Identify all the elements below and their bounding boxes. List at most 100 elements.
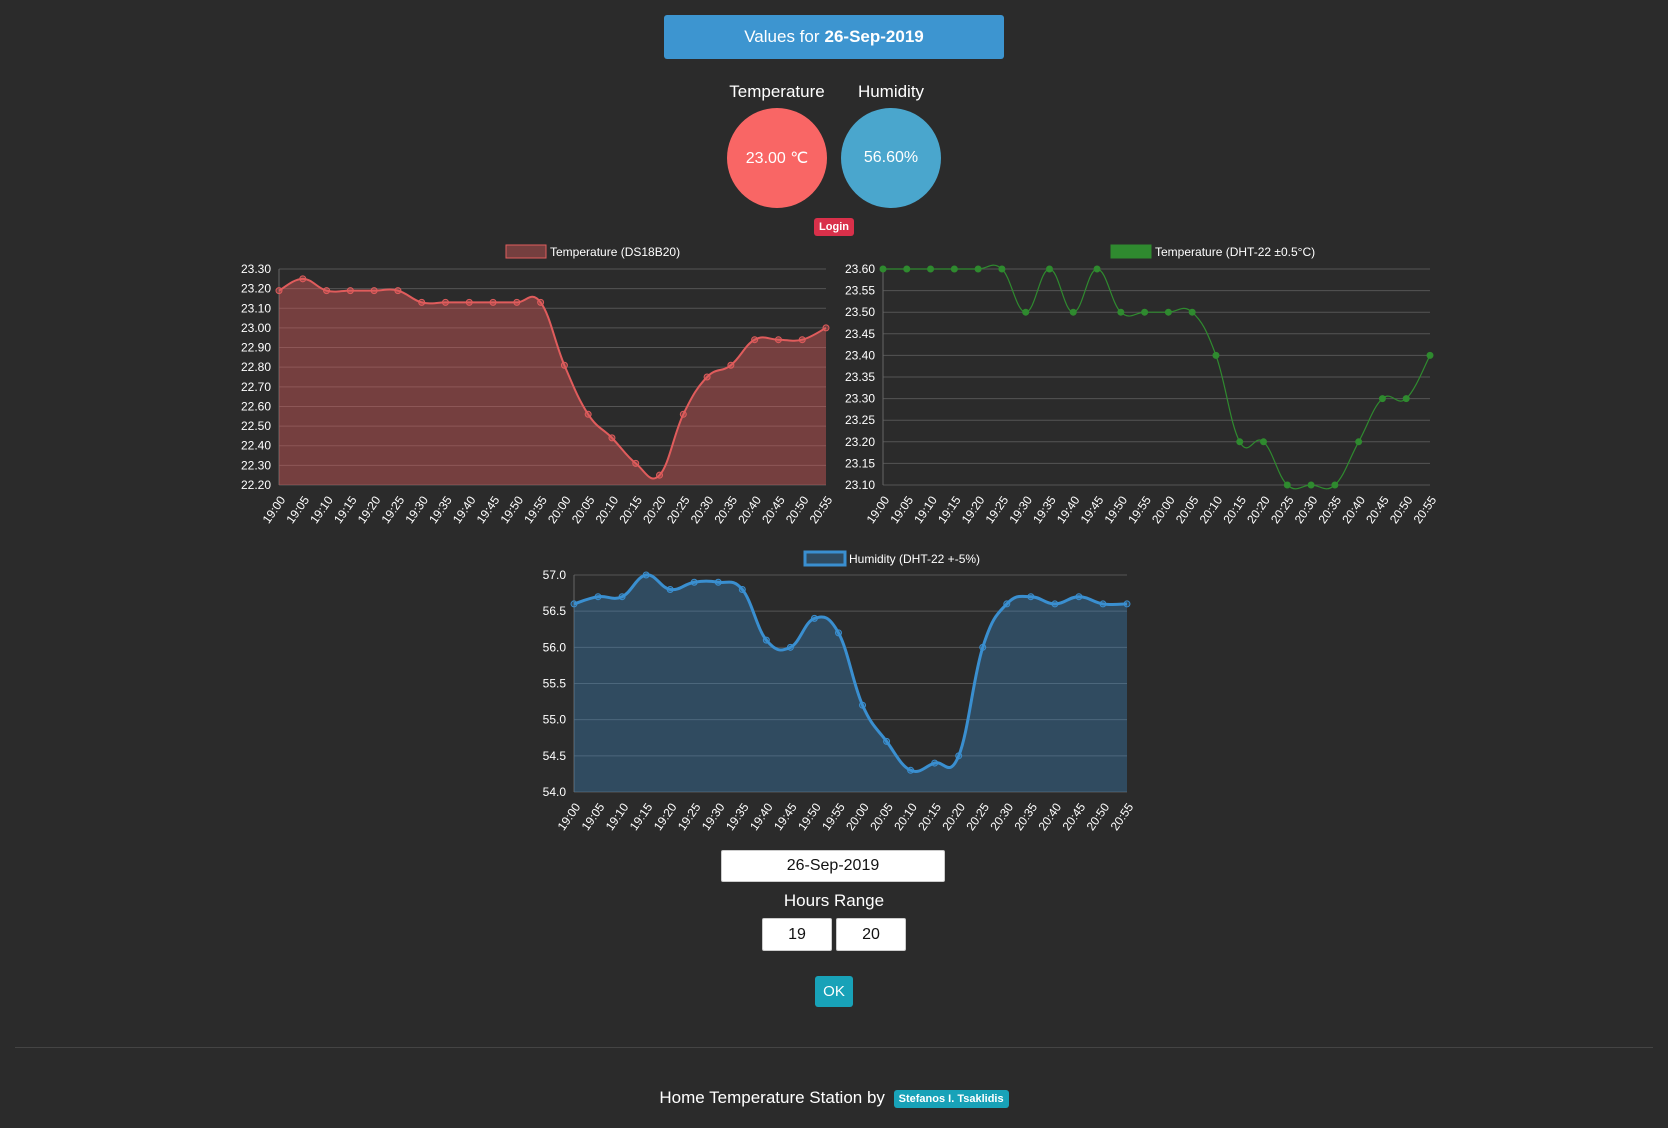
data-point <box>632 459 640 467</box>
y-tick-label: 23.55 <box>845 284 875 298</box>
x-tick-label: 20:10 <box>1197 493 1226 526</box>
data-point <box>1045 265 1053 273</box>
data-point <box>608 434 616 442</box>
banner-date: 26-Sep-2019 <box>824 27 924 46</box>
x-tick-label: 20:20 <box>1244 493 1273 526</box>
y-tick-label: 23.15 <box>845 456 875 470</box>
data-point <box>907 766 915 774</box>
y-tick-label: 23.50 <box>845 305 875 319</box>
data-point <box>1236 438 1244 446</box>
data-point <box>441 298 449 306</box>
data-point <box>1141 308 1149 316</box>
data-point <box>275 287 283 295</box>
data-point <box>1123 600 1131 608</box>
data-point <box>1164 308 1172 316</box>
x-tick-label: 20:05 <box>569 493 598 526</box>
y-tick-label: 54.5 <box>543 749 567 763</box>
hour-to-input[interactable] <box>836 918 906 951</box>
footer-text: Home Temperature Station by <box>659 1088 885 1107</box>
x-tick-label: 19:20 <box>959 493 988 526</box>
data-point <box>679 410 687 418</box>
x-tick-label: 19:40 <box>450 493 479 526</box>
x-tick-label: 19:40 <box>747 800 776 833</box>
data-point <box>1188 308 1196 316</box>
data-point <box>1099 600 1107 608</box>
x-tick-label: 20:50 <box>783 493 812 526</box>
data-point <box>642 571 650 579</box>
data-point <box>762 636 770 644</box>
x-tick-label: 19:45 <box>1078 493 1107 526</box>
x-tick-label: 20:25 <box>963 800 992 833</box>
data-point <box>1003 600 1011 608</box>
y-tick-label: 23.45 <box>845 327 875 341</box>
x-tick-label: 20:05 <box>1173 493 1202 526</box>
y-tick-label: 22.30 <box>241 458 271 472</box>
x-tick-label: 20:45 <box>1060 800 1089 833</box>
data-point <box>810 614 818 622</box>
y-tick-label: 23.30 <box>241 262 271 276</box>
y-tick-label: 23.40 <box>845 348 875 362</box>
humidity-gauge-label: Humidity <box>857 82 925 101</box>
x-tick-label: 19:05 <box>579 800 608 833</box>
data-point <box>774 336 782 344</box>
y-tick-label: 23.20 <box>845 435 875 449</box>
data-point <box>1212 351 1220 359</box>
x-tick-label: 19:10 <box>911 493 940 526</box>
x-tick-label: 20:20 <box>640 493 669 526</box>
y-tick-label: 22.80 <box>241 360 271 374</box>
temperature-gauge: 23.00 ℃ <box>727 108 827 208</box>
data-point <box>950 265 958 273</box>
login-button[interactable]: Login <box>814 218 854 236</box>
hours-range-label: Hours Range <box>783 891 885 910</box>
x-tick-label: 19:00 <box>864 493 893 526</box>
ok-button[interactable]: OK <box>815 976 853 1007</box>
footer: Home Temperature Station by Stefanos I. … <box>0 1088 1668 1108</box>
banner-prefix: Values for <box>744 27 820 46</box>
data-point <box>1022 308 1030 316</box>
data-point <box>570 600 578 608</box>
x-tick-label: 19:25 <box>983 493 1012 526</box>
data-point <box>703 373 711 381</box>
x-tick-label: 19:15 <box>331 493 360 526</box>
footer-divider <box>15 1047 1653 1048</box>
date-input[interactable] <box>721 850 945 882</box>
data-point <box>394 287 402 295</box>
x-tick-label: 19:10 <box>307 493 336 526</box>
hour-from-input[interactable] <box>762 918 832 951</box>
x-tick-label: 19:05 <box>887 493 916 526</box>
x-tick-label: 19:35 <box>426 493 455 526</box>
x-tick-label: 20:50 <box>1387 493 1416 526</box>
legend-label: Temperature (DS18B20) <box>550 245 680 259</box>
data-point <box>1093 265 1101 273</box>
data-point <box>927 265 935 273</box>
x-tick-label: 20:15 <box>1220 493 1249 526</box>
x-tick-label: 20:00 <box>843 800 872 833</box>
data-point <box>738 585 746 593</box>
series-line <box>573 573 1128 773</box>
author-link[interactable]: Stefanos I. Tsaklidis <box>893 1089 1009 1108</box>
y-tick-label: 23.10 <box>845 478 875 492</box>
y-tick-label: 23.30 <box>845 392 875 406</box>
x-tick-label: 19:40 <box>1054 493 1083 526</box>
data-point <box>618 593 626 601</box>
x-tick-label: 20:45 <box>1363 493 1392 526</box>
y-tick-label: 23.00 <box>241 321 271 335</box>
y-tick-label: 54.0 <box>543 785 567 799</box>
y-tick-label: 22.40 <box>241 439 271 453</box>
y-tick-label: 22.20 <box>241 478 271 492</box>
series-area <box>279 278 826 485</box>
x-tick-label: 19:35 <box>723 800 752 833</box>
x-tick-label: 19:45 <box>474 493 503 526</box>
legend-swatch <box>505 244 547 259</box>
y-tick-label: 55.0 <box>543 713 567 727</box>
x-tick-label: 19:05 <box>283 493 312 526</box>
x-tick-label: 19:25 <box>675 800 704 833</box>
x-tick-label: 20:30 <box>1292 493 1321 526</box>
temperature-gauge-label: Temperature <box>729 82 825 101</box>
y-tick-label: 22.50 <box>241 419 271 433</box>
data-point <box>299 275 307 283</box>
y-tick-label: 23.20 <box>241 282 271 296</box>
series-area <box>574 574 1127 792</box>
y-tick-label: 22.70 <box>241 380 271 394</box>
